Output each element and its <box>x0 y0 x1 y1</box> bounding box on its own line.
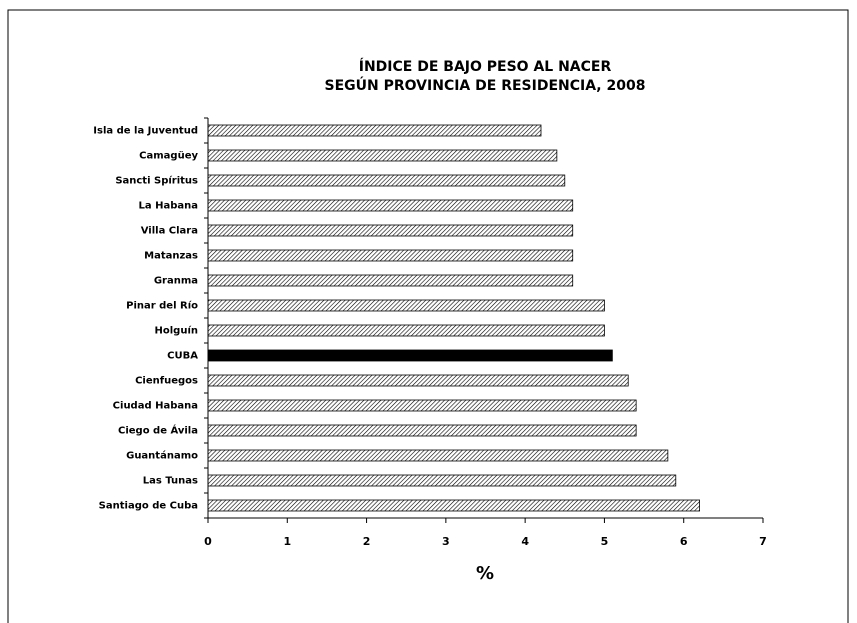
bar <box>207 324 605 337</box>
y-tick-label: Holguín <box>155 325 199 337</box>
bar <box>207 149 558 162</box>
x-tick-label: 5 <box>601 535 609 548</box>
bar <box>207 249 574 262</box>
x-tick-label: 3 <box>442 535 450 548</box>
bar <box>207 399 637 412</box>
y-tick-label: Pinar del Río <box>126 300 198 312</box>
y-tick-label: Cienfuegos <box>135 376 198 387</box>
y-tick-label: La Habana <box>139 201 199 212</box>
y-tick-label: Santiago de Cuba <box>99 501 198 512</box>
bar <box>207 499 700 512</box>
frame <box>7 9 849 623</box>
bar <box>207 299 605 312</box>
x-tick-label: 0 <box>204 535 212 548</box>
bar <box>207 274 574 287</box>
x-tick-label: 4 <box>521 535 529 548</box>
y-tick-label: Granma <box>154 276 198 287</box>
y-tick-label: CUBA <box>167 351 198 362</box>
y-tick-label: Las Tunas <box>143 476 198 487</box>
x-axis-label: % <box>476 563 494 584</box>
bar <box>207 349 613 362</box>
bar <box>207 199 574 212</box>
x-tick-label: 7 <box>759 535 767 548</box>
bar <box>207 374 629 387</box>
y-tick-label: Camagüey <box>139 151 198 162</box>
y-tick-label: Guantánamo <box>126 450 198 462</box>
chart-title: SEGÚN PROVINCIA DE RESIDENCIA, 2008 <box>325 76 646 94</box>
y-tick-label: Ciego de Ávila <box>118 424 198 437</box>
y-tick-label: Matanzas <box>144 251 198 262</box>
y-tick-label: Ciudad Habana <box>113 401 198 412</box>
chart-title: ÍNDICE DE BAJO PESO AL NACER <box>359 58 612 75</box>
x-tick-label: 6 <box>680 535 688 548</box>
y-tick-label: Villa Clara <box>141 226 198 237</box>
bar <box>207 449 669 462</box>
x-tick-label: 1 <box>283 535 291 548</box>
y-tick-label: Sancti Spíritus <box>115 175 198 187</box>
bar <box>207 124 542 137</box>
bar <box>207 424 637 437</box>
bar <box>207 224 574 237</box>
bar <box>207 174 566 187</box>
x-tick-label: 2 <box>363 535 371 548</box>
bar <box>207 474 677 487</box>
y-tick-label: Isla de la Juventud <box>93 126 198 137</box>
